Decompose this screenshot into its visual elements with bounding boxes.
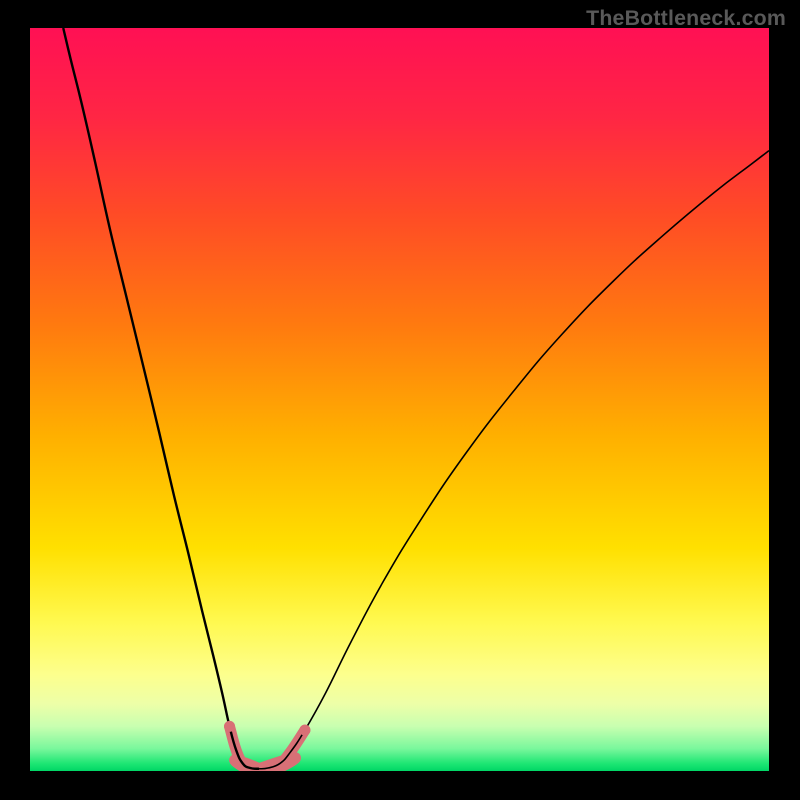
gradient-background — [30, 28, 769, 771]
highlight-endcap-right-top — [299, 725, 310, 736]
plot-area — [30, 28, 769, 771]
highlight-endcap-left-top — [224, 721, 235, 732]
plot-svg — [30, 28, 769, 771]
chart-canvas: TheBottleneck.com — [0, 0, 800, 800]
watermark-text: TheBottleneck.com — [586, 6, 786, 31]
